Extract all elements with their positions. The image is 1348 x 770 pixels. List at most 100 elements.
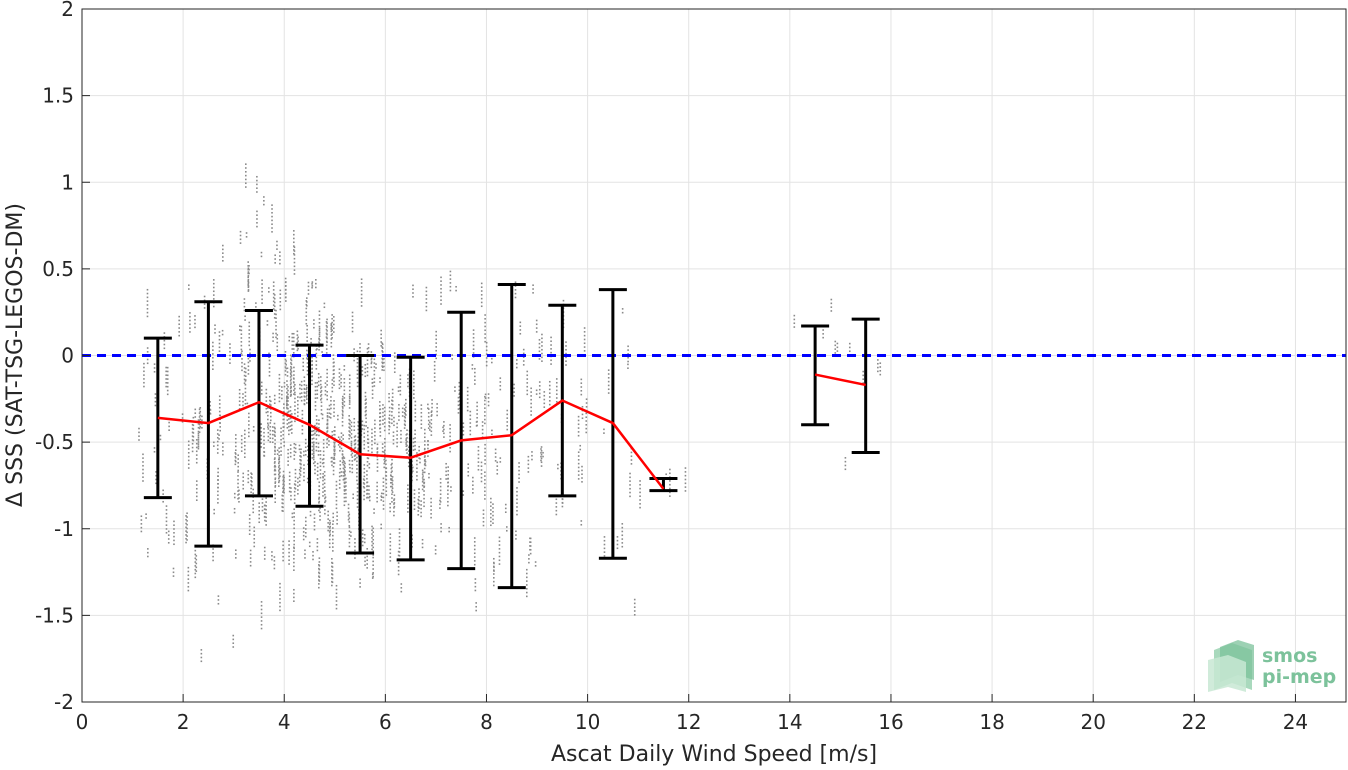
scatter-point	[331, 314, 333, 316]
scatter-point	[393, 367, 396, 370]
scatter-point	[278, 454, 280, 457]
scatter-point	[338, 483, 341, 485]
scatter-point	[436, 414, 438, 417]
scatter-point	[290, 367, 293, 369]
scatter-point	[286, 415, 289, 418]
scatter-point	[293, 487, 296, 489]
scatter-point	[263, 196, 265, 198]
scatter-point	[363, 443, 366, 446]
scatter-point	[669, 495, 671, 497]
scatter-point	[341, 405, 344, 408]
scatter-point	[277, 466, 280, 468]
scatter-point	[267, 418, 269, 421]
scatter-point	[316, 474, 319, 476]
scatter-point	[348, 399, 351, 402]
scatter-point	[248, 435, 250, 438]
scatter-point	[305, 388, 308, 391]
scatter-point	[540, 448, 542, 450]
scatter-point	[296, 341, 299, 344]
scatter-point	[421, 473, 424, 475]
scatter-point	[243, 444, 246, 447]
scatter-point	[384, 438, 386, 440]
scatter-point	[351, 323, 354, 325]
scatter-point	[313, 517, 316, 519]
scatter-point	[313, 521, 316, 523]
scatter-point	[484, 459, 486, 461]
scatter-point	[525, 580, 528, 582]
scatter-point	[447, 489, 449, 492]
scatter-point	[285, 397, 288, 399]
scatter-point	[315, 445, 318, 448]
scatter-point	[333, 458, 336, 461]
scatter-point	[684, 490, 687, 492]
scatter-point	[339, 446, 341, 448]
scatter-point	[527, 455, 530, 458]
scatter-point	[263, 516, 266, 518]
scatter-point	[292, 344, 295, 346]
scatter-point	[217, 498, 219, 500]
scatter-point	[316, 393, 319, 395]
scatter-point	[376, 448, 379, 450]
scatter-point	[830, 310, 833, 312]
scatter-point	[493, 573, 495, 575]
scatter-point	[336, 519, 338, 521]
scatter-point	[490, 520, 492, 523]
scatter-point	[418, 495, 420, 498]
scatter-point	[555, 393, 558, 395]
scatter-point	[390, 467, 393, 470]
scatter-point	[303, 396, 306, 398]
scatter-point	[480, 305, 483, 308]
scatter-point	[407, 378, 409, 380]
scatter-point	[332, 458, 335, 460]
scatter-point	[335, 480, 338, 483]
scatter-point	[416, 475, 418, 477]
scatter-point	[307, 463, 309, 466]
scatter-point	[348, 526, 351, 529]
scatter-point	[216, 448, 219, 450]
scatter-point	[328, 523, 331, 526]
scatter-point	[414, 429, 416, 432]
scatter-point	[197, 436, 200, 439]
scatter-point	[273, 469, 276, 472]
scatter-point	[354, 545, 356, 548]
scatter-point	[356, 490, 359, 493]
scatter-point	[366, 347, 369, 350]
scatter-point	[326, 322, 328, 325]
scatter-point	[142, 457, 144, 459]
scatter-point	[493, 569, 495, 572]
scatter-point	[332, 465, 335, 468]
scatter-point	[250, 491, 252, 494]
scatter-point	[316, 478, 319, 480]
scatter-point	[366, 370, 369, 373]
scatter-point	[311, 449, 314, 452]
scatter-point	[265, 524, 267, 526]
scatter-point	[360, 293, 363, 296]
scatter-point	[305, 315, 308, 317]
scatter-point	[414, 404, 417, 407]
scatter-point	[331, 321, 333, 324]
scatter-point	[366, 548, 368, 550]
scatter-point	[248, 265, 250, 267]
scatter-point	[269, 404, 272, 406]
scatter-point	[439, 478, 442, 480]
scatter-point	[383, 369, 385, 372]
scatter-point	[194, 416, 197, 418]
scatter-point	[334, 449, 336, 451]
scatter-point	[153, 370, 156, 373]
scatter-point	[398, 543, 401, 546]
scatter-point	[283, 480, 285, 483]
scatter-point	[407, 499, 409, 502]
scatter-point	[393, 510, 395, 513]
scatter-point	[577, 470, 580, 473]
scatter-point	[424, 462, 426, 465]
scatter-point	[565, 356, 567, 359]
scatter-point	[362, 478, 365, 480]
scatter-point	[493, 561, 495, 564]
scatter-point	[165, 505, 168, 507]
scatter-point	[247, 265, 250, 267]
scatter-point	[146, 311, 149, 314]
scatter-point	[361, 537, 364, 539]
scatter-point	[326, 368, 328, 371]
scatter-point	[448, 530, 450, 533]
scatter-point	[281, 506, 284, 508]
